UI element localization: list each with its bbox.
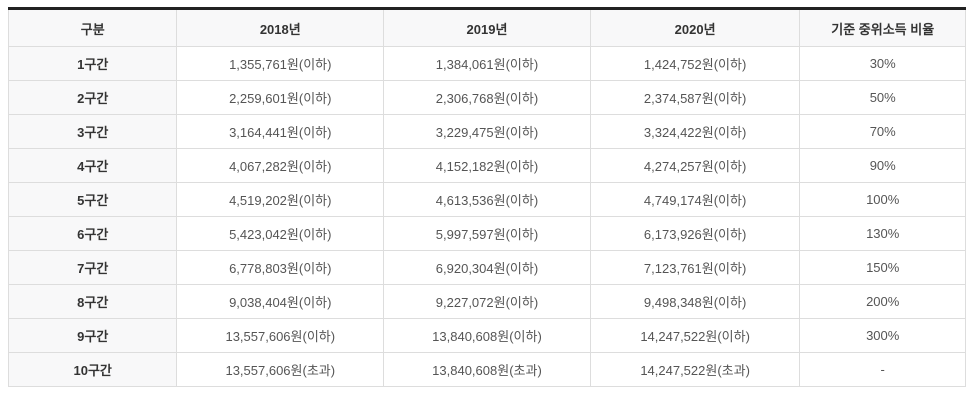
cell-value-2018: 13,557,606원(이하) xyxy=(176,318,385,353)
cell-value-2018: 4,519,202원(이하) xyxy=(176,182,385,217)
table-row: 1구간 1,355,761원(이하) 1,384,061원(이하) 1,424,752… xyxy=(7,46,966,81)
table-row: 2구간 2,259,601원(이하) 2,306,768원(이하) 2,374,587… xyxy=(7,80,966,115)
cell-value-2020: 9,498,348원(이하) xyxy=(589,284,801,319)
income-bracket-table: 구분 2018년 2019년 2020년 기준 중위소득 비율 1구간 1,355… xyxy=(7,7,966,387)
cell-ratio: 70% xyxy=(799,114,966,149)
cell-value-2020: 6,173,926원(이하) xyxy=(589,216,801,251)
cell-value-2020: 4,749,174원(이하) xyxy=(589,182,801,217)
cell-value-2020: 3,324,422원(이하) xyxy=(589,114,801,149)
cell-ratio: 300% xyxy=(799,318,966,353)
col-header-median-income-ratio: 기준 중위소득 비율 xyxy=(799,8,966,47)
cell-value-2018: 1,355,761원(이하) xyxy=(176,46,385,81)
row-header: 6구간 xyxy=(7,216,178,251)
cell-value-2019: 3,229,475원(이하) xyxy=(383,114,591,149)
cell-value-2019: 2,306,768원(이하) xyxy=(383,80,591,115)
cell-value-2018: 2,259,601원(이하) xyxy=(176,80,385,115)
cell-value-2020: 14,247,522원(초과) xyxy=(589,352,801,387)
col-header-year-2018: 2018년 xyxy=(176,8,385,47)
row-header: 10구간 xyxy=(7,352,178,387)
cell-ratio: 30% xyxy=(799,46,966,81)
cell-value-2018: 3,164,441원(이하) xyxy=(176,114,385,149)
table-row: 10구간 13,557,606원(초과) 13,840,608원(초과) 14,247… xyxy=(7,352,966,387)
cell-value-2019: 13,840,608원(초과) xyxy=(383,352,591,387)
cell-value-2019: 1,384,061원(이하) xyxy=(383,46,591,81)
cell-value-2018: 4,067,282원(이하) xyxy=(176,148,385,183)
table-row: 8구간 9,038,404원(이하) 9,227,072원(이하) 9,498,348… xyxy=(7,284,966,319)
cell-ratio: 100% xyxy=(799,182,966,217)
cell-value-2019: 4,152,182원(이하) xyxy=(383,148,591,183)
table-row: 4구간 4,067,282원(이하) 4,152,182원(이하) 4,274,257… xyxy=(7,148,966,183)
table-row: 9구간 13,557,606원(이하) 13,840,608원(이하) 14,247,… xyxy=(7,318,966,353)
cell-ratio: 90% xyxy=(799,148,966,183)
cell-ratio: 150% xyxy=(799,250,966,285)
table-body: 1구간 1,355,761원(이하) 1,384,061원(이하) 1,424,752… xyxy=(7,46,966,387)
cell-ratio: 130% xyxy=(799,216,966,251)
cell-value-2018: 9,038,404원(이하) xyxy=(176,284,385,319)
row-header: 7구간 xyxy=(7,250,178,285)
table-header: 구분 2018년 2019년 2020년 기준 중위소득 비율 xyxy=(7,8,966,47)
cell-value-2019: 9,227,072원(이하) xyxy=(383,284,591,319)
cell-value-2020: 14,247,522원(이하) xyxy=(589,318,801,353)
cell-value-2020: 7,123,761원(이하) xyxy=(589,250,801,285)
cell-value-2018: 5,423,042원(이하) xyxy=(176,216,385,251)
row-header: 3구간 xyxy=(7,114,178,149)
cell-value-2020: 4,274,257원(이하) xyxy=(589,148,801,183)
row-header: 4구간 xyxy=(7,148,178,183)
table-row: 3구간 3,164,441원(이하) 3,229,475원(이하) 3,324,422… xyxy=(7,114,966,149)
cell-value-2019: 5,997,597원(이하) xyxy=(383,216,591,251)
row-header: 8구간 xyxy=(7,284,178,319)
cell-value-2020: 1,424,752원(이하) xyxy=(589,46,801,81)
row-header: 5구간 xyxy=(7,182,178,217)
cell-ratio: - xyxy=(799,352,966,387)
col-header-year-2019: 2019년 xyxy=(383,8,591,47)
cell-value-2019: 13,840,608원(이하) xyxy=(383,318,591,353)
row-header: 9구간 xyxy=(7,318,178,353)
cell-value-2020: 2,374,587원(이하) xyxy=(589,80,801,115)
header-row: 구분 2018년 2019년 2020년 기준 중위소득 비율 xyxy=(7,8,966,47)
col-header-category: 구분 xyxy=(7,8,178,47)
table-row: 5구간 4,519,202원(이하) 4,613,536원(이하) 4,749,174… xyxy=(7,182,966,217)
col-header-year-2020: 2020년 xyxy=(589,8,801,47)
table-row: 6구간 5,423,042원(이하) 5,997,597원(이하) 6,173,926… xyxy=(7,216,966,251)
cell-value-2018: 6,778,803원(이하) xyxy=(176,250,385,285)
cell-value-2019: 6,920,304원(이하) xyxy=(383,250,591,285)
row-header: 2구간 xyxy=(7,80,178,115)
cell-value-2018: 13,557,606원(초과) xyxy=(176,352,385,387)
cell-value-2019: 4,613,536원(이하) xyxy=(383,182,591,217)
cell-ratio: 50% xyxy=(799,80,966,115)
row-header: 1구간 xyxy=(7,46,178,81)
table-row: 7구간 6,778,803원(이하) 6,920,304원(이하) 7,123,761… xyxy=(7,250,966,285)
cell-ratio: 200% xyxy=(799,284,966,319)
